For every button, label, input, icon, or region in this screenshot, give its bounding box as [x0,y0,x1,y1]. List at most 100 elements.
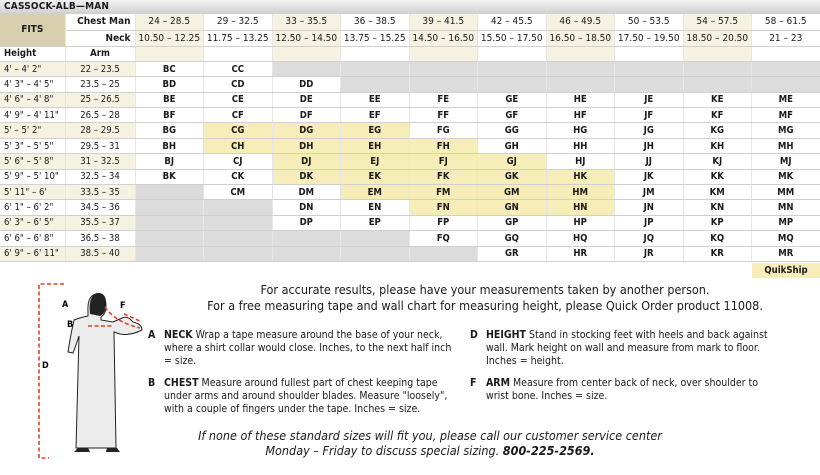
size-code: CD [203,76,273,93]
size-code: DD [272,76,341,93]
size-code: FE [409,92,478,109]
size-code: DK [272,169,341,186]
instruction-letter: B [148,377,156,389]
size-code: FJ [409,153,478,170]
unavailable-cell [751,61,820,78]
size-code: MK [751,169,820,186]
instruction-text: Stand in stocking feet with heels and ba… [486,329,768,367]
neck-range: 13.75 – 15.25 [340,30,410,47]
unavailable-cell [614,61,684,78]
chest-range: 50 – 53.5 [614,14,684,31]
arm-range: 26.5 – 28 [65,107,136,124]
size-code: FM [409,184,478,201]
size-code: FK [409,169,478,186]
chest-range: 29 – 32.5 [203,14,273,31]
chest-range: 46 – 49.5 [546,14,615,31]
chart-title: CASSOCK-ALB—MAN [0,0,820,14]
label-f: F [120,301,126,311]
arm-range: 38.5 – 40 [65,246,136,262]
neck-range: 10.50 – 12.25 [135,30,204,47]
size-code: JK [614,169,684,186]
unavailable-cell [203,199,273,216]
neck-header-row: Neck 10.50 – 12.25 11.75 – 13.25 12.50 – 1… [0,30,820,47]
neck-range: 11.75 – 13.25 [203,30,273,47]
table-row: 6' 6" – 6' 8" 36.5 – 38 FQ GQ HQ JQ KQ MQ [0,230,820,247]
size-code: JJ [614,153,684,170]
size-code: MR [751,246,820,262]
unavailable-cell [203,246,273,262]
size-code: DF [272,107,341,124]
size-code: CF [203,107,273,124]
size-code: CM [203,184,273,201]
size-code: JH [614,138,684,155]
size-code: BG [135,122,204,139]
height-label: Height [0,46,66,62]
size-code: EJ [340,153,410,170]
height-range: 4' – 4' 2" [0,61,66,78]
label-a: A [62,300,69,310]
chest-range: 42 – 45.5 [477,14,547,31]
neck-range: 17.50 – 19.50 [614,30,684,47]
size-code: CK [203,169,273,186]
size-code: HP [546,215,615,232]
instruction-text: Measure around fullest part of chest kee… [164,377,448,415]
size-code: KR [683,246,752,262]
height-range: 6' 3" – 6' 5" [0,215,66,232]
chest-header-row: FITS Chest Man 24 – 28.5 29 – 32.5 33 – 35… [0,14,820,47]
neck-range: 14.50 – 16.50 [409,30,478,47]
size-code: DH [272,138,341,155]
label-b: B [67,320,73,330]
arm-range: 29.5 – 31 [65,138,136,155]
size-code: KF [683,107,752,124]
size-code: GR [477,246,547,262]
label-d: D [42,361,49,371]
size-code: EN [340,199,410,216]
instruction-neck: A NECK Wrap a tape measure around the ba… [148,329,458,368]
size-code: CE [203,92,273,109]
size-code: FH [409,138,478,155]
size-code: MG [751,122,820,139]
instruction-title: NECK [164,329,193,341]
instruction-chest: B CHEST Measure around fullest part of c… [148,377,458,416]
closing-line-2: Monday – Friday to discuss special sizin… [160,443,700,458]
unavailable-cell [683,61,752,78]
size-code: KK [683,169,752,186]
size-code: BK [135,169,204,186]
size-code: MN [751,199,820,216]
blank-cell [135,46,204,62]
height-arm-header-row: Height Arm [0,46,820,62]
size-code: FP [409,215,478,232]
phone-number[interactable]: 800-225-2569. [502,443,595,458]
height-range: 6' 6" – 6' 8" [0,230,66,247]
size-code: DP [272,215,341,232]
unavailable-cell [340,230,410,247]
size-code: DG [272,122,341,139]
size-code: EP [340,215,410,232]
table-row: 6' 9" – 6' 11" 38.5 – 40 GR HR JR KR MR [0,246,820,262]
arm-range: 36.5 – 38 [65,230,136,247]
arm-range: 28 – 29.5 [65,122,136,139]
arm-range: 25 – 26.5 [65,92,136,109]
size-code: GM [477,184,547,201]
height-range: 5' 11" – 6' [0,184,66,201]
size-code: HQ [546,230,615,247]
unavailable-cell [340,61,410,78]
instruction-arm: F ARM Measure from center back of neck, … [470,377,780,403]
size-code: HJ [546,153,615,170]
size-code: EM [340,184,410,201]
intro-line-1: For accurate results, please have your m… [260,282,710,297]
height-range: 4' 3" – 4' 5" [0,76,66,93]
instruction-text: Wrap a tape measure around the base of y… [164,329,452,367]
blank-cell [203,46,273,62]
arm-range: 22 – 23.5 [65,61,136,78]
closing-line-1: If none of these standard sizes will fit… [198,428,662,443]
size-code: BD [135,76,204,93]
size-code: ME [751,92,820,109]
unavailable-cell [340,76,410,93]
size-code: JF [614,107,684,124]
unavailable-cell [477,61,547,78]
neck-range: 18.50 – 20.50 [683,30,752,47]
height-range: 6' 9" – 6' 11" [0,246,66,262]
size-code: FQ [409,230,478,247]
size-code: BC [135,61,204,78]
